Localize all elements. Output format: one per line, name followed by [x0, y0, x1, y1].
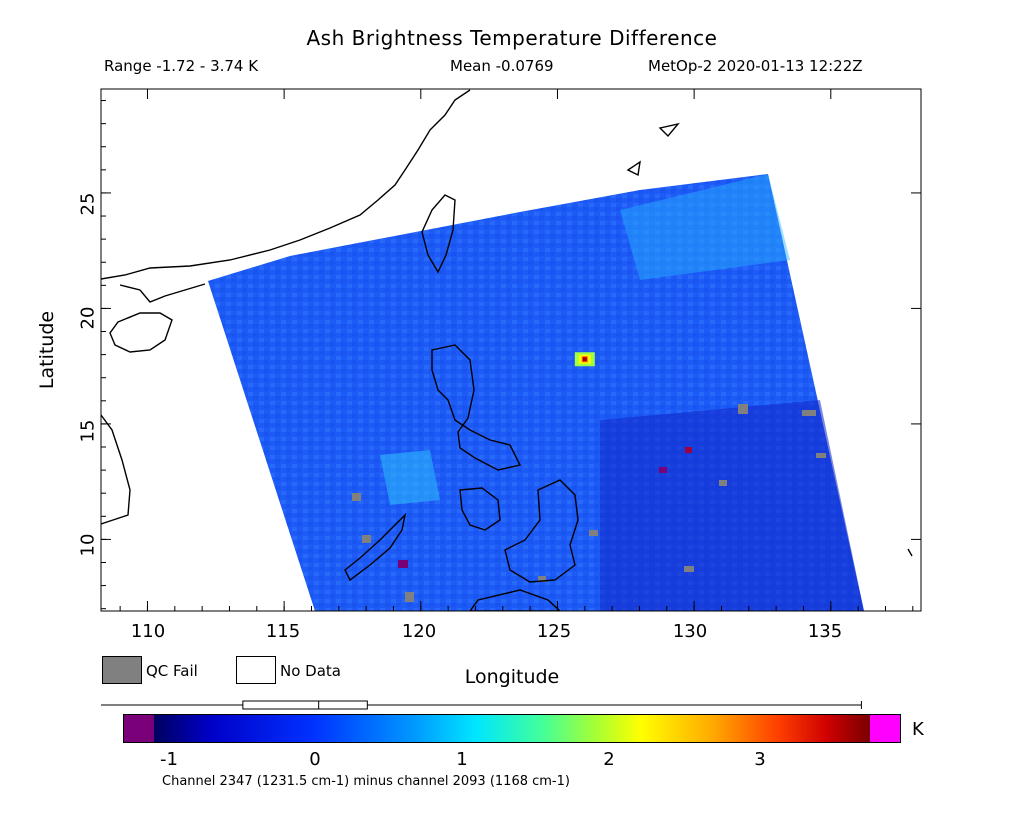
- coastlines: [101, 89, 913, 611]
- swath-light-patch: [380, 450, 440, 505]
- colorbar-unit: K: [912, 719, 924, 740]
- hotspot-pixel: [582, 357, 587, 362]
- y-tick-label: 25: [77, 192, 99, 216]
- y-tick-label: 10: [77, 533, 99, 557]
- no-data-label: No Data: [280, 662, 341, 680]
- range-text: Range -1.72 - 3.74 K: [104, 57, 259, 75]
- colorbar-tick-label: 2: [603, 749, 615, 770]
- qc-fail-pixels: [352, 404, 826, 602]
- colorbar-gradient: [154, 715, 870, 742]
- axis-ticks: [101, 89, 921, 611]
- y-tick-label: 20: [77, 306, 99, 330]
- qc-fail-swatch: [102, 656, 142, 684]
- ash-hotspot: [574, 352, 595, 367]
- y-axis-label: Latitude: [36, 310, 58, 390]
- x-tick-label: 125: [536, 621, 572, 642]
- x-tick-label: 110: [130, 621, 166, 642]
- plot-frame: [100, 88, 922, 612]
- x-tick-label: 135: [807, 621, 843, 642]
- swath-dark-region: [600, 400, 864, 611]
- colorbar-tick-label: 0: [309, 749, 321, 770]
- chart-title: Ash Brightness Temperature Difference: [306, 26, 718, 50]
- swath-light-region: [620, 174, 790, 280]
- colorbar-boxplot: [101, 700, 862, 742]
- y-tick-label: 15: [77, 419, 99, 443]
- x-axis-label: Longitude: [464, 666, 560, 688]
- satellite-time-text: MetOp-2 2020-01-13 12:22Z: [648, 57, 863, 75]
- colorbar-under-range: [124, 715, 154, 742]
- qc-fail-label: QC Fail: [146, 662, 198, 680]
- colorbar-over-range: [870, 715, 900, 742]
- colorbar-tick-label: 1: [456, 749, 468, 770]
- colorbar-tick-label: 3: [754, 749, 766, 770]
- no-data-swatch: [236, 656, 276, 684]
- colorbar-tick-label: -1: [160, 749, 178, 770]
- colorbar-caption: Channel 2347 (1231.5 cm-1) minus channel…: [162, 774, 570, 789]
- x-tick-label: 120: [401, 621, 437, 642]
- x-tick-label: 115: [265, 621, 301, 642]
- colorbar: [123, 714, 901, 743]
- x-tick-label: 130: [672, 621, 708, 642]
- mean-text: Mean -0.0769: [450, 57, 554, 75]
- boxplot-box: [242, 700, 368, 710]
